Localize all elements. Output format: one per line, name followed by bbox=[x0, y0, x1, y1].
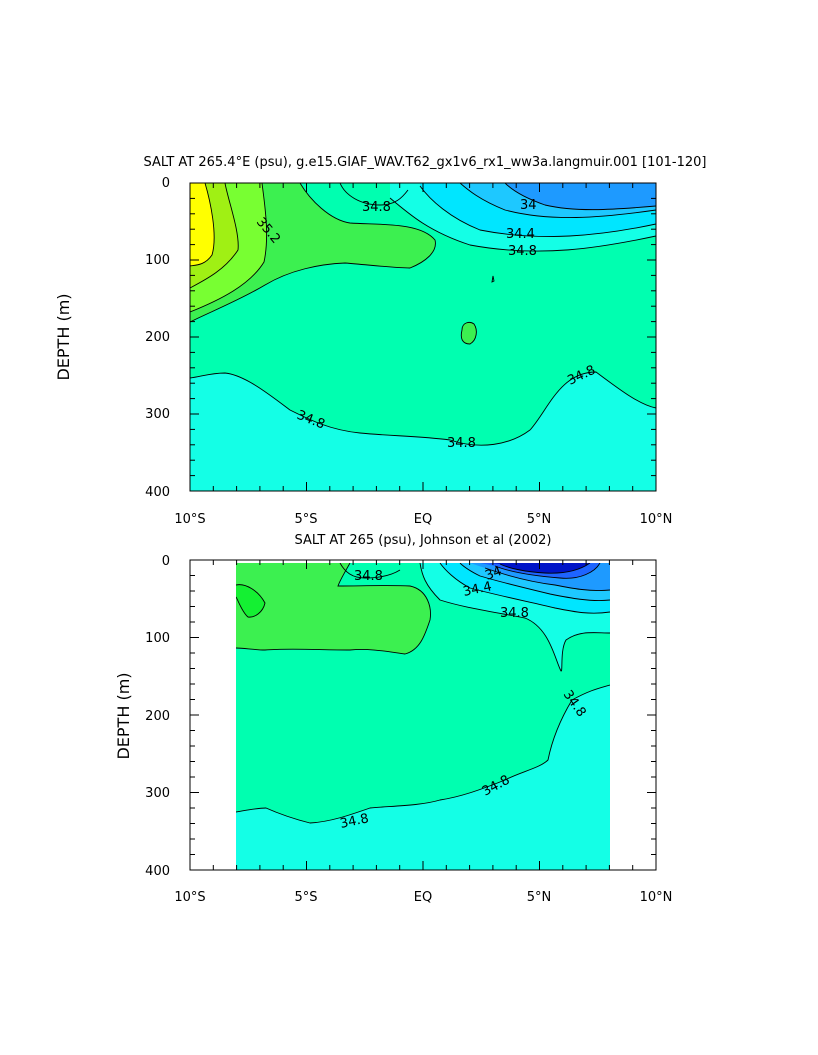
top-contour-label: 34 bbox=[520, 198, 537, 213]
top-panel: SALT AT 265.4°E (psu), g.e15.GIAF_WAV.T6… bbox=[54, 155, 707, 527]
top-contour-line bbox=[389, 197, 656, 252]
bottom-x-tick-label: 5°N bbox=[527, 890, 552, 905]
bottom-x-tick-label: 5°S bbox=[294, 890, 317, 905]
top-x-tick-label: 10°S bbox=[174, 512, 205, 527]
bottom-contour-labels: 34.8 34 34.4 34.8 34.8 34.8 34.8 bbox=[339, 564, 589, 832]
bottom-y-axis-label: DEPTH (m) bbox=[114, 672, 133, 759]
bottom-contour-line bbox=[236, 684, 610, 824]
bottom-contour-line bbox=[419, 563, 610, 672]
top-contour-line bbox=[491, 275, 495, 283]
bottom-x-axis: 10°S 5°S EQ 5°N 10°N bbox=[174, 890, 672, 905]
top-chart-title: SALT AT 265.4°E (psu), g.e15.GIAF_WAV.T6… bbox=[143, 155, 706, 170]
top-contour-labels: 35.2 34.8 34 34.4 34.8 34.8 34.8 34.8 bbox=[253, 198, 598, 451]
bottom-y-axis: 0 100 200 300 400 DEPTH (m) bbox=[114, 554, 170, 879]
top-contour-line bbox=[339, 183, 409, 206]
top-y-tick-label: 300 bbox=[145, 407, 170, 422]
top-contour-line bbox=[190, 371, 656, 446]
top-ticks bbox=[189, 182, 657, 492]
top-fill-blob bbox=[461, 322, 477, 344]
top-y-tick-label: 200 bbox=[145, 330, 170, 345]
bottom-y-tick-label: 0 bbox=[162, 554, 170, 569]
bottom-x-tick-label: 10°N bbox=[640, 890, 673, 905]
top-fill-lt34 bbox=[505, 183, 656, 210]
top-y-tick-label: 100 bbox=[145, 253, 170, 268]
top-y-axis-label: DEPTH (m) bbox=[54, 293, 73, 380]
top-y-tick-label: 0 bbox=[162, 176, 170, 191]
bottom-y-tick-label: 400 bbox=[145, 864, 170, 879]
top-contour-line bbox=[459, 183, 656, 219]
top-x-tick-label: EQ bbox=[414, 512, 432, 527]
top-filled-contours bbox=[190, 183, 656, 491]
bottom-y-tick-label: 300 bbox=[145, 786, 170, 801]
top-y-axis: 0 100 200 300 400 DEPTH (m) bbox=[54, 176, 170, 500]
bottom-contour-line bbox=[236, 563, 431, 655]
bottom-x-tick-label: EQ bbox=[414, 890, 432, 905]
bottom-contour-label: 34 bbox=[483, 564, 504, 584]
bottom-contour-line bbox=[484, 567, 610, 591]
top-fill-gt35.6 bbox=[190, 183, 215, 266]
top-contour-label: 34.8 bbox=[508, 244, 537, 259]
bottom-y-tick-label: 100 bbox=[145, 631, 170, 646]
top-x-tick-label: 5°S bbox=[294, 512, 317, 527]
top-contour-label: 34.4 bbox=[506, 227, 535, 242]
top-contour-line bbox=[190, 183, 239, 289]
bottom-panel: SALT AT 265 (psu), Johnson et al (2002) bbox=[114, 533, 672, 905]
top-contour-label: 34.8 bbox=[362, 200, 391, 215]
bottom-contour-line bbox=[499, 563, 591, 574]
bottom-x-tick-label: 10°S bbox=[174, 890, 205, 905]
top-contour-line bbox=[419, 185, 656, 237]
top-x-axis: 10°S 5°S EQ 5°N 10°N bbox=[174, 512, 672, 527]
bottom-contour-label: 34.8 bbox=[500, 606, 529, 621]
bottom-contour-line bbox=[494, 563, 601, 579]
top-contour-line bbox=[460, 322, 477, 345]
bottom-ticks bbox=[189, 559, 657, 871]
top-contour-line bbox=[190, 183, 268, 313]
bottom-chart-title: SALT AT 265 (psu), Johnson et al (2002) bbox=[294, 533, 551, 548]
bottom-contour-line bbox=[236, 584, 266, 618]
bottom-contour-line bbox=[439, 563, 610, 614]
top-contour-line bbox=[504, 183, 656, 211]
bottom-contour-lines bbox=[236, 563, 610, 824]
bottom-contour-label: 34.4 bbox=[462, 579, 493, 600]
top-contour-line bbox=[190, 183, 215, 267]
bottom-contour-label: 34.8 bbox=[354, 569, 383, 584]
bottom-filled-contours bbox=[236, 563, 610, 870]
bottom-contour-label: 34.8 bbox=[339, 811, 370, 832]
top-x-tick-label: 10°N bbox=[640, 512, 673, 527]
top-y-tick-label: 400 bbox=[145, 485, 170, 500]
bottom-contour-line bbox=[339, 563, 401, 579]
top-contour-lines bbox=[190, 183, 656, 446]
bottom-fill-35.2-35.4 bbox=[236, 584, 265, 618]
bottom-y-tick-label: 200 bbox=[145, 709, 170, 724]
top-contour-line bbox=[190, 183, 436, 323]
bottom-contour-line bbox=[459, 563, 610, 601]
top-x-tick-label: 5°N bbox=[527, 512, 552, 527]
top-contour-label: 34.8 bbox=[447, 436, 476, 451]
